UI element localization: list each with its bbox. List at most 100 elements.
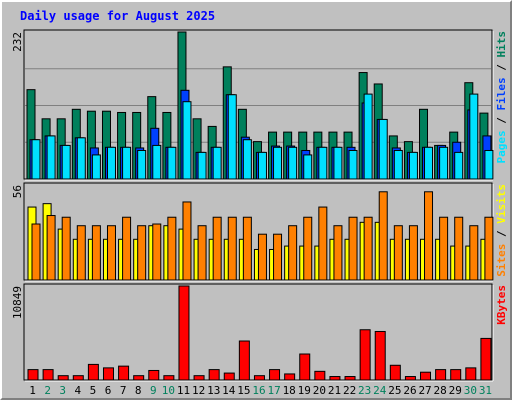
day-label-21: 21 [328,384,341,397]
pages-bar-1 [31,139,41,180]
pages-bar-6 [106,146,116,180]
sites-bar-26 [408,225,418,281]
kbytes-bar-4 [72,375,84,381]
pages-bar-9 [152,144,162,180]
kbytes-bar-8 [133,375,145,381]
kbytes-bar-1 [27,369,39,381]
sites-bar-31 [484,216,494,281]
legend-part-kbytes-0: KBytes [495,285,508,325]
legend-part-visits-sites-1: / [495,224,508,244]
sites-bar-28 [439,216,449,281]
day-label-14: 14 [222,384,236,397]
kbytes-bar-11 [178,285,190,381]
day-label-19: 19 [298,384,311,397]
y-max-label-kbytes: 10849 [11,286,24,319]
kbytes-bar-20 [314,370,326,381]
legend-kbytes: KBytes [495,285,508,325]
sites-bar-6 [106,225,116,281]
sites-bar-14 [227,216,237,281]
sites-bar-13 [212,216,222,281]
legend-part-hits-files-pages-3: / [495,58,508,78]
sites-bar-8 [137,225,147,281]
legend-part-hits-files-pages-4: Hits [495,31,508,58]
y-max-label-visits-sites: 56 [11,185,24,198]
day-label-30: 30 [464,384,477,397]
pages-bar-3 [61,144,71,180]
pages-bar-25 [393,149,403,180]
kbytes-bar-6 [102,367,114,381]
sites-bar-1 [31,223,41,281]
sites-bar-4 [76,225,86,281]
sites-bar-11 [182,201,192,281]
pages-bar-26 [408,151,418,180]
day-label-27: 27 [418,384,431,397]
day-label-7: 7 [120,384,127,397]
sites-bar-20 [318,206,328,281]
chart-title: Daily usage for August 2025 [20,9,215,23]
kbytes-bar-30 [465,367,477,381]
kbytes-bar-24 [374,330,386,381]
kbytes-bar-9 [148,369,160,381]
sites-bar-12 [197,225,207,281]
sites-bar-19 [303,216,313,281]
kbytes-bar-22 [344,376,356,381]
day-label-1: 1 [29,384,36,397]
sites-bar-15 [242,216,252,281]
sites-bar-3 [61,216,71,281]
sites-bar-22 [348,216,358,281]
day-label-25: 25 [388,384,401,397]
legend-visits-sites: Sites / Visits [495,184,508,277]
kbytes-bar-21 [329,376,341,381]
kbytes-bar-5 [87,363,99,381]
kbytes-bar-27 [420,371,432,381]
sites-bar-24 [378,191,388,281]
legend-part-hits-files-pages-0: Pages [495,130,508,163]
sites-bar-27 [424,191,434,281]
day-label-3: 3 [59,384,66,397]
pages-bar-11 [182,101,192,180]
sites-bar-10 [167,216,177,281]
pages-bar-29 [454,151,464,180]
kbytes-bar-17 [269,369,281,381]
kbytes-bar-2 [42,369,54,381]
day-label-16: 16 [252,384,265,397]
pages-bar-16 [257,151,267,180]
day-label-17: 17 [267,384,280,397]
kbytes-bar-15 [238,340,250,381]
legend-part-hits-files-pages-2: Files [495,77,508,110]
day-label-6: 6 [105,384,112,397]
pages-bar-22 [348,149,358,180]
day-label-15: 15 [237,384,250,397]
pages-bar-20 [318,146,328,180]
day-label-8: 8 [135,384,142,397]
kbytes-bar-28 [435,369,447,381]
sites-bar-7 [122,216,132,281]
pages-bar-19 [303,154,313,180]
kbytes-bar-16 [253,375,265,381]
pages-bar-2 [46,135,56,180]
sites-bar-30 [469,225,479,281]
sites-bar-17 [273,233,283,281]
pages-bar-24 [378,118,388,180]
day-label-28: 28 [434,384,447,397]
day-label-24: 24 [373,384,387,397]
sites-bar-23 [363,216,373,281]
day-label-31: 31 [479,384,492,397]
y-max-label-hits-files-pages: 232 [11,32,24,52]
day-label-20: 20 [313,384,326,397]
kbytes-bar-29 [450,369,462,381]
pages-bar-12 [197,151,207,180]
kbytes-bar-7 [118,365,130,381]
kbytes-bar-25 [389,364,401,381]
pages-bar-5 [91,154,101,180]
pages-bar-30 [469,93,479,180]
pages-bar-28 [439,146,449,180]
day-label-18: 18 [283,384,296,397]
kbytes-bar-23 [359,329,371,381]
sites-bar-16 [257,233,267,281]
legend-part-hits-files-pages-1: / [495,111,508,131]
pages-bar-17 [273,146,283,180]
sites-bar-29 [454,216,464,281]
